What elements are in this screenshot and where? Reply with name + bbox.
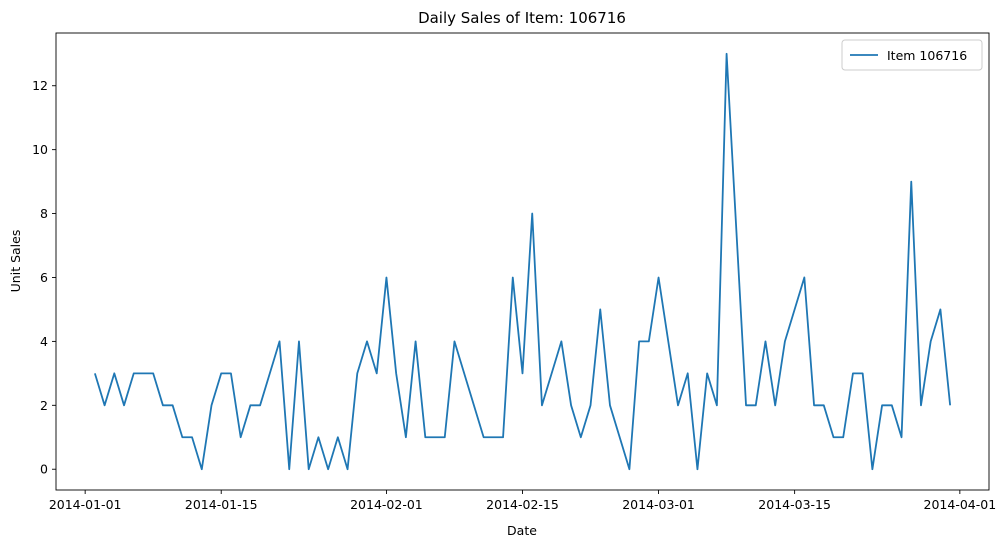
x-tick-label: 2014-02-15 [486, 497, 559, 512]
y-axis-label: Unit Sales [8, 230, 23, 293]
plot-area-frame [55, 32, 990, 491]
legend: Item 106716 [841, 39, 983, 71]
y-tick-label: 10 [32, 142, 48, 157]
y-tick-label: 8 [40, 206, 48, 221]
x-tick-label: 2014-03-01 [622, 497, 695, 512]
series-line-item-106716 [94, 52, 952, 471]
x-tick-label: 2014-04-01 [924, 497, 997, 512]
y-tick-label: 0 [40, 462, 48, 477]
x-tick-label: 2014-02-01 [350, 497, 423, 512]
y-tick-label: 6 [40, 270, 48, 285]
x-tick-label: 2014-03-15 [758, 497, 831, 512]
series-layer [94, 52, 952, 471]
y-tick-label: 2 [40, 398, 48, 413]
y-axis: 0 2 4 6 8 10 12 [32, 78, 56, 477]
chart-title: Daily Sales of Item: 106716 [418, 9, 626, 27]
y-tick-label: 12 [32, 78, 48, 93]
x-tick-label: 2014-01-01 [49, 497, 122, 512]
legend-box [841, 39, 983, 71]
y-tick-label: 4 [40, 334, 48, 349]
x-tick-label: 2014-01-15 [185, 497, 258, 512]
x-axis: 2014-01-01 2014-01-15 2014-02-01 2014-02-15… [49, 490, 996, 512]
x-axis-label: Date [507, 523, 537, 538]
legend-entry-item-106716: Item 106716 [887, 48, 967, 63]
